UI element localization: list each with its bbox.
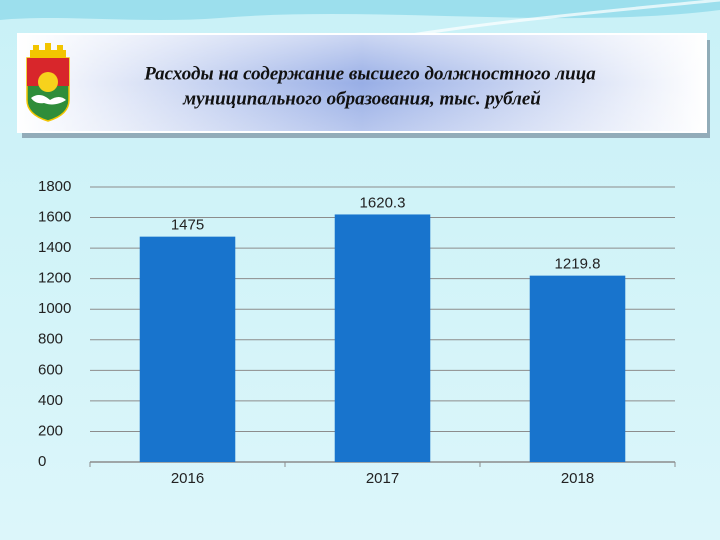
y-tick-label: 0 xyxy=(38,453,46,470)
value-label: 1620.3 xyxy=(360,194,406,211)
value-label: 1475 xyxy=(171,217,204,234)
y-tick-label: 1200 xyxy=(38,270,71,287)
x-tick-label: 2016 xyxy=(171,470,204,487)
bar xyxy=(139,236,236,462)
y-tick-label: 1800 xyxy=(38,178,71,195)
y-tick-label: 1000 xyxy=(38,300,71,317)
y-tick-label: 1400 xyxy=(38,239,71,256)
bar xyxy=(529,275,626,462)
y-tick-label: 200 xyxy=(38,422,63,439)
title-line: Расходы на содержание высшего должностно… xyxy=(143,63,596,84)
wave-line xyxy=(379,0,720,42)
x-tick-label: 2017 xyxy=(366,470,399,487)
coat-of-arms xyxy=(26,43,70,122)
value-label: 1219.8 xyxy=(555,256,601,273)
y-tick-label: 800 xyxy=(38,331,63,348)
y-tick-label: 400 xyxy=(38,392,63,409)
header-gloss xyxy=(18,34,706,132)
title-line: муниципального образования, тыс. рублей xyxy=(182,88,541,109)
y-tick-label: 600 xyxy=(38,361,63,378)
y-tick-label: 1600 xyxy=(38,209,71,226)
wave xyxy=(0,0,720,20)
x-tick-label: 2018 xyxy=(561,470,594,487)
bar xyxy=(334,214,431,462)
